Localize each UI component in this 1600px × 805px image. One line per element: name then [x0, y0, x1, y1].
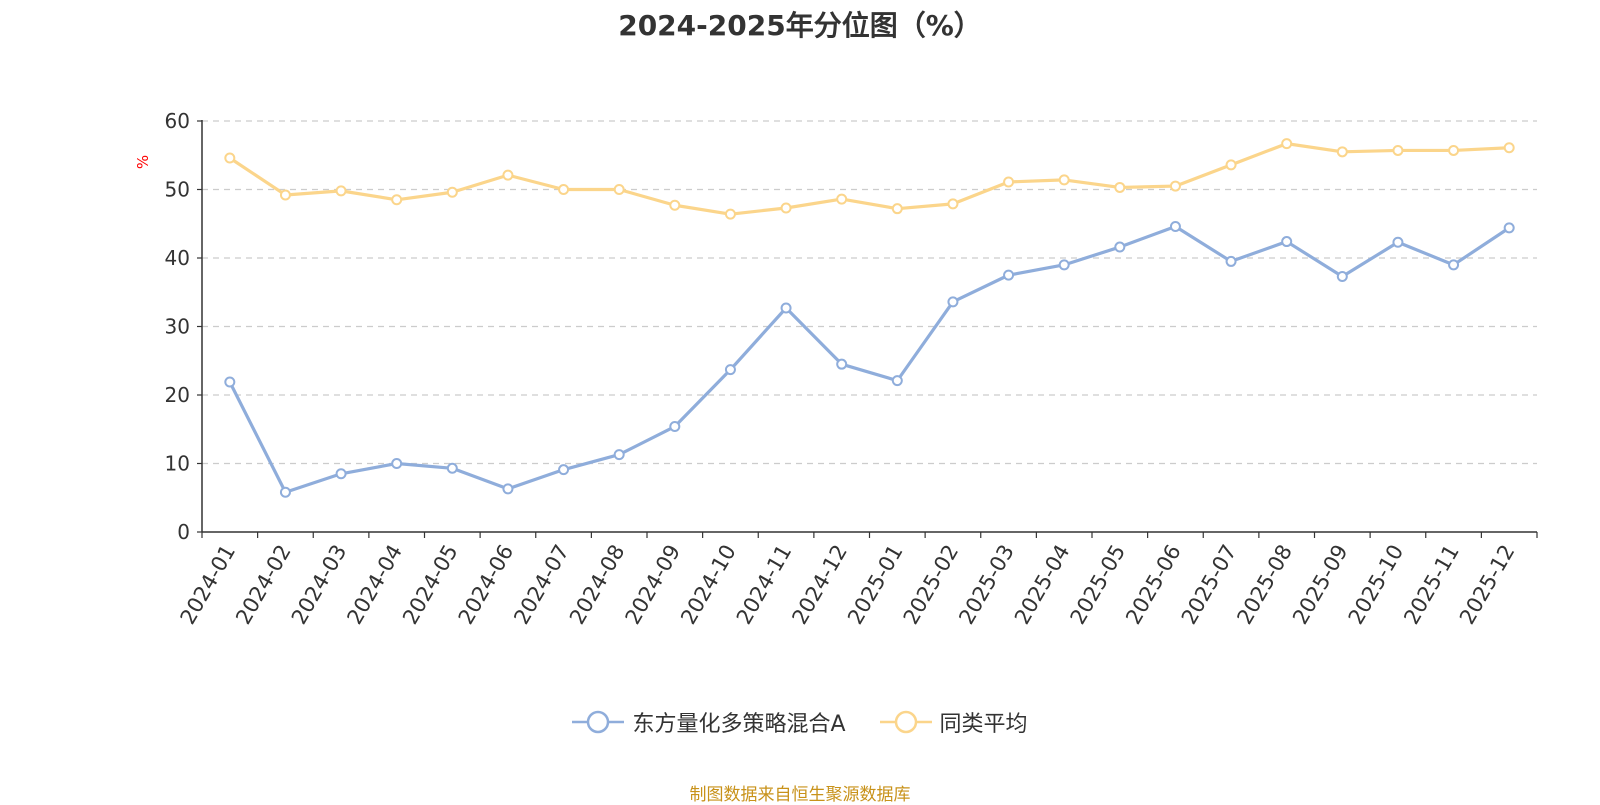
- series-2-point-2024-01: [224, 152, 236, 164]
- series-2-point-2025-11: [1448, 144, 1460, 156]
- x-tick-label-2024-04: 2024-04: [342, 541, 407, 629]
- series-2-point-2024-08: [613, 184, 625, 195]
- x-tick-label-2024-12: 2024-12: [787, 541, 852, 629]
- x-tick-label-2025-03: 2025-03: [954, 541, 1019, 629]
- chart-title: 2024-2025年分位图（%）: [618, 9, 982, 42]
- x-tick-label-2025-12: 2025-12: [1455, 541, 1520, 629]
- legend-label-series-2: 同类平均: [939, 712, 1028, 737]
- series-2-point-2024-04: [391, 194, 403, 206]
- x-tick-label-2024-02: 2024-02: [231, 541, 296, 629]
- x-tick-label-2025-09: 2025-09: [1288, 541, 1353, 629]
- series-1-point-2025-05: [1114, 241, 1126, 253]
- series-2-point-2025-06: [1169, 180, 1181, 192]
- series-2-point-2025-05: [1114, 181, 1126, 193]
- legend-item-series-2[interactable]: 同类平均: [879, 706, 1028, 738]
- data-series: [224, 138, 1515, 498]
- legend-item-series-1[interactable]: 东方量化多策略混合A: [572, 706, 846, 738]
- series-2-point-2024-02: [279, 189, 291, 201]
- y-tick-label-10: 10: [165, 452, 190, 476]
- x-tick-label-2025-01: 2025-01: [843, 541, 908, 629]
- series-1-point-2025-09: [1336, 270, 1348, 282]
- series-1-point-2025-11: [1448, 259, 1460, 271]
- series-1-line: [228, 224, 1511, 494]
- x-tick-label-2025-10: 2025-10: [1344, 541, 1409, 629]
- series-2-point-2024-12: [836, 193, 848, 205]
- series-1-point-2025-02: [947, 296, 959, 308]
- y-tick-label-20: 20: [165, 383, 190, 407]
- series-1-point-2024-04: [391, 458, 403, 469]
- series-2-line: [228, 142, 1510, 216]
- series-1-point-2025-07: [1225, 255, 1237, 267]
- series-2-point-2024-09: [669, 199, 681, 211]
- x-tick-label-2024-03: 2024-03: [287, 541, 352, 629]
- series-1-point-2025-04: [1058, 259, 1070, 271]
- series-2-point-2025-01: [891, 203, 903, 215]
- series-2-point-2025-08: [1281, 138, 1293, 150]
- series-2-point-2025-12: [1503, 142, 1515, 154]
- y-tick-label-50: 50: [165, 178, 190, 202]
- legend-label-series-1: 东方量化多策略混合A: [632, 712, 846, 737]
- x-tick-label-2025-05: 2025-05: [1065, 541, 1130, 629]
- series-2-point-2025-10: [1392, 144, 1404, 156]
- x-tick-label-2025-07: 2025-07: [1177, 541, 1242, 629]
- series-1-point-2024-11: [780, 302, 792, 314]
- x-tick-labels: 2024-012024-022024-032024-042024-052024-…: [175, 541, 1519, 629]
- x-tick-label-2025-11: 2025-11: [1399, 541, 1464, 629]
- x-tick-label-2024-09: 2024-09: [620, 541, 685, 629]
- series-2-point-2025-09: [1336, 146, 1348, 158]
- series-1-point-2024-10: [724, 364, 736, 376]
- series-1-point-2025-01: [891, 375, 903, 387]
- series-1-point-2024-07: [558, 464, 570, 476]
- series-1-point-2025-12: [1503, 222, 1515, 234]
- series-2-point-2024-10: [724, 208, 736, 220]
- series-2-point-2024-07: [558, 184, 570, 195]
- series-2: [224, 138, 1515, 220]
- series-2-point-2024-11: [780, 202, 792, 214]
- series-2-point-2025-03: [1003, 176, 1015, 188]
- series-1-point-2025-08: [1281, 236, 1293, 248]
- series-1: [224, 220, 1515, 498]
- x-tick-label-2024-08: 2024-08: [565, 541, 630, 629]
- series-1-point-2024-03: [335, 468, 347, 480]
- grid-lines: [202, 120, 1537, 465]
- y-tick-label-40: 40: [165, 246, 190, 270]
- series-1-point-2024-12: [836, 358, 848, 370]
- series-1-point-2024-08: [613, 449, 625, 461]
- x-tick-label-2024-05: 2024-05: [398, 541, 463, 629]
- x-tick-label-2025-04: 2025-04: [1010, 541, 1075, 629]
- series-2-point-2025-04: [1058, 174, 1070, 186]
- series-1-point-2024-06: [502, 483, 514, 495]
- x-tick-label-2025-06: 2025-06: [1121, 541, 1186, 629]
- series-1-point-2024-02: [279, 486, 291, 498]
- series-2-point-2024-06: [502, 169, 514, 181]
- series-1-point-2025-10: [1392, 236, 1404, 248]
- series-1-point-2025-03: [1003, 269, 1015, 281]
- x-tick-label-2025-02: 2025-02: [899, 541, 964, 629]
- series-2-point-2024-05: [446, 186, 458, 198]
- legend-swatch-series-2-icon: [879, 710, 932, 734]
- legend-swatch-series-1-icon: [572, 710, 625, 734]
- series-1-point-2024-05: [446, 462, 458, 474]
- series-2-point-2025-07: [1225, 159, 1237, 171]
- series-2-point-2025-02: [947, 198, 959, 210]
- y-axis-unit-label: %: [134, 155, 152, 169]
- x-tick-label-2024-06: 2024-06: [454, 541, 519, 629]
- y-tick-label-60: 60: [165, 109, 190, 133]
- source-note: 制图数据来自恒生聚源数据库: [689, 785, 911, 805]
- x-tick-label-2024-11: 2024-11: [732, 541, 797, 629]
- legend: 东方量化多策略混合A 同类平均: [0, 706, 1600, 738]
- series-1-point-2025-06: [1169, 220, 1181, 232]
- y-tick-label-30: 30: [165, 315, 190, 339]
- series-2-point-2024-03: [335, 185, 347, 197]
- x-tick-label-2025-08: 2025-08: [1232, 541, 1297, 629]
- y-tick-label-0: 0: [177, 520, 190, 544]
- x-tick-label-2024-07: 2024-07: [509, 541, 574, 629]
- series-1-point-2024-09: [669, 421, 681, 433]
- x-tick-label-2024-10: 2024-10: [676, 541, 741, 629]
- x-tick-label-2024-01: 2024-01: [175, 541, 240, 629]
- axes: [197, 120, 1538, 538]
- y-tick-labels: 0 10 20 30 40 50 60: [165, 109, 190, 544]
- series-1-point-2024-01: [224, 376, 236, 388]
